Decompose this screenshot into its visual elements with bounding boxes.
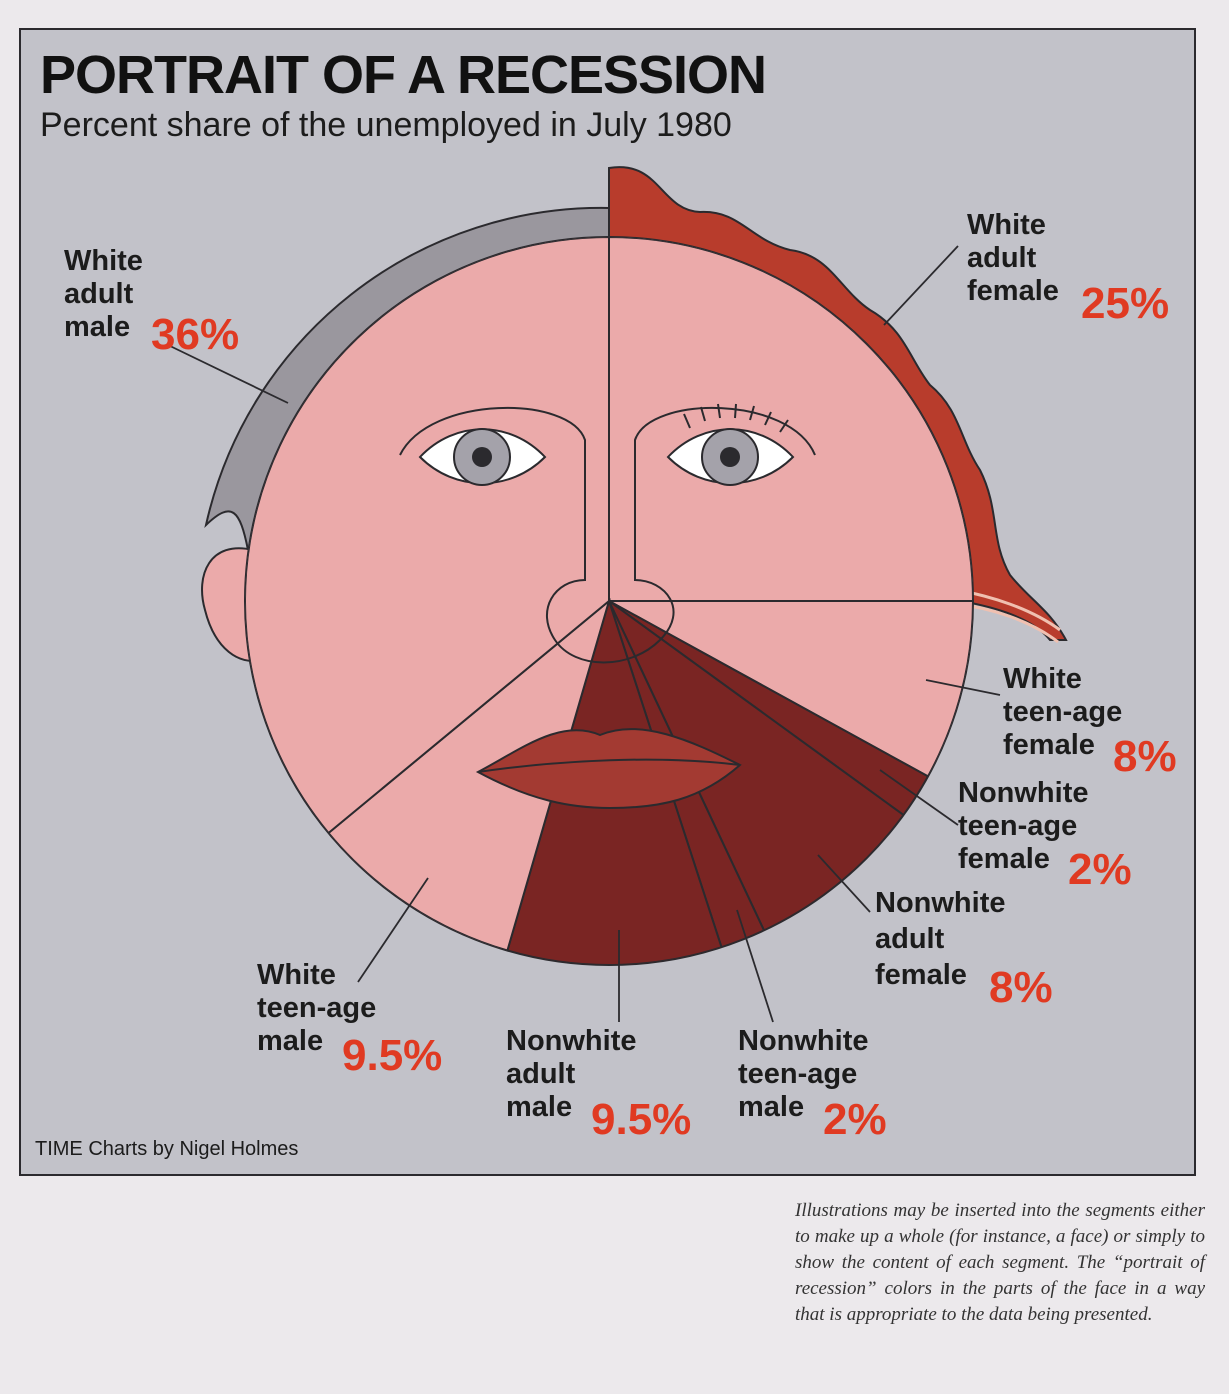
slice-value-label: 2% [823, 1095, 887, 1144]
label-line: female [1003, 729, 1095, 761]
right-eye-icon [666, 403, 795, 486]
label-line: adult [875, 923, 945, 955]
label-line: Nonwhite [506, 1025, 637, 1057]
label-line: White [1003, 663, 1082, 695]
chart-credit: TIME Charts by Nigel Holmes [35, 1138, 299, 1160]
label-line: adult [967, 242, 1037, 274]
chart-title: PORTRAIT OF A RECESSION [40, 45, 767, 105]
label-line: adult [64, 278, 134, 310]
label-line: female [967, 275, 1059, 307]
slice-label: White teen-age female [1003, 663, 1130, 761]
label-line: teen-age [738, 1058, 857, 1090]
slice-labels: White adult male 36% White adult female … [64, 209, 1177, 1144]
label-line: male [738, 1091, 804, 1123]
leader-lines [167, 245, 1001, 1023]
slice-label: White adult male [64, 245, 151, 343]
label-line: White [64, 245, 143, 277]
label-line: adult [506, 1058, 576, 1090]
slice-label: White adult female [967, 209, 1059, 307]
slice-value-label: 25% [1081, 279, 1169, 328]
label-line: Nonwhite [738, 1025, 869, 1057]
slice-label: White teen-age male [257, 959, 384, 1057]
label-line: female [958, 843, 1050, 875]
face-features [399, 403, 816, 810]
label-line: male [257, 1025, 323, 1057]
label-line: male [64, 311, 130, 343]
label-line: female [875, 959, 967, 991]
label-line: teen-age [257, 992, 376, 1024]
slice-label: Nonwhite adult female [875, 887, 1014, 991]
slice-value-label: 36% [151, 310, 239, 359]
pie-slice [608, 237, 973, 602]
label-line: teen-age [958, 810, 1077, 842]
pie-slices [245, 237, 973, 965]
slice-value-label: 8% [989, 963, 1053, 1012]
label-line: Nonwhite [958, 777, 1089, 809]
page-caption: Illustrations may be inserted into the s… [795, 1200, 1205, 1325]
slice-value-label: 2% [1068, 845, 1132, 894]
lips-illustration [475, 728, 742, 810]
slice-value-label: 9.5% [342, 1031, 442, 1080]
label-line: White [967, 209, 1046, 241]
face-pie-chart: White adult male 36% White adult female … [64, 166, 1177, 1144]
label-line: teen-age [1003, 696, 1122, 728]
label-line: White [257, 959, 336, 991]
left-eye-icon [418, 428, 547, 486]
chart-subtitle: Percent share of the unemployed in July … [40, 106, 732, 144]
label-line: male [506, 1091, 572, 1123]
slice-value-label: 9.5% [591, 1095, 691, 1144]
slice-label: Nonwhite teen-age male [738, 1025, 877, 1123]
slice-label: Nonwhite adult male [506, 1025, 645, 1123]
slice-value-label: 8% [1113, 732, 1177, 781]
slice-label: Nonwhite teen-age female [958, 777, 1097, 875]
label-line: Nonwhite [875, 887, 1006, 919]
